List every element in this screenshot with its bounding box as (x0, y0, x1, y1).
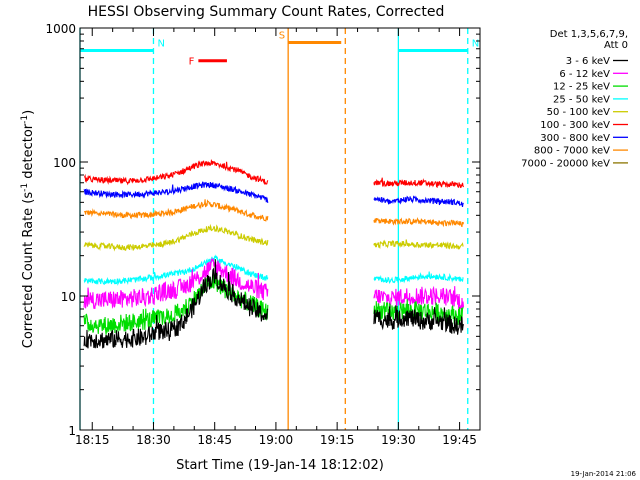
series-line-7-seg-1 (373, 216, 465, 228)
y-tick-label: 100 (53, 156, 76, 170)
y-axis-label: Corrected Count Rate (s-1 detector-1) (20, 110, 36, 348)
legend-entry-label: 300 - 800 keV (540, 133, 610, 144)
x-tick-label: 18:45 (197, 433, 232, 447)
x-tick-label: 19:00 (259, 433, 294, 447)
y-axis-label-sup2: -1 (20, 115, 30, 124)
legend-entry-label: 3 - 6 keV (566, 56, 610, 67)
legend-entry-label: 50 - 100 keV (547, 107, 611, 118)
series-line-1-seg-0 (83, 258, 269, 309)
series-line-4-seg-1 (373, 239, 464, 250)
legend-entry-label: 7000 - 20000 keV (521, 158, 610, 169)
legend-entry-label: 12 - 25 keV (553, 82, 610, 93)
x-tick-label: 18:15 (75, 433, 110, 447)
series-line-3-seg-1 (373, 271, 464, 284)
series-line-6-seg-1 (373, 195, 464, 208)
y-axis-label-sup1: -1 (20, 183, 30, 192)
x-tick-label: 18:30 (136, 433, 171, 447)
annotation-label: N (472, 38, 479, 49)
legend: Det 1,3,5,6,7,9,Att 0 3 - 6 keV 6 - 12 keV… (521, 29, 628, 169)
series-line-0-seg-0 (83, 259, 269, 349)
annotation-label: N (157, 38, 164, 49)
y-tick-label: 1000 (45, 22, 76, 36)
series-line-2-seg-0 (83, 273, 269, 335)
legend-title-line: Att 0 (604, 40, 628, 51)
y-tick-label: 10 (61, 290, 76, 304)
y-axis-label-main: Corrected Count Rate (s (21, 192, 36, 349)
x-tick-label: 19:45 (442, 433, 477, 447)
series-line-3-seg-0 (83, 254, 269, 286)
legend-entry-label: 800 - 7000 keV (534, 146, 610, 157)
legend-entry-label: 6 - 12 keV (559, 69, 610, 80)
timestamp: 19-Jan-2014 21:06 (571, 470, 637, 478)
plot-frame (79, 27, 481, 431)
series-line-6-seg-0 (83, 181, 269, 203)
annotation-layer: N N S F (79, 28, 479, 430)
legend-entry-label: 25 - 50 keV (553, 94, 610, 105)
y-axis-label-mid: detector (21, 123, 36, 183)
series-line-5-seg-0 (84, 158, 269, 186)
x-tick-label: 19:15 (320, 433, 355, 447)
x-tick-label: 19:30 (381, 433, 416, 447)
y-axis-label-end: ) (21, 110, 36, 115)
annotation-label: F (189, 57, 195, 68)
series-line-2-seg-1 (373, 299, 464, 326)
series-line-5-seg-1 (373, 177, 465, 189)
series-line-1-seg-1 (373, 285, 465, 310)
series-layer (83, 158, 465, 349)
series-line-7-seg-0 (83, 199, 269, 222)
series-line-0-seg-1 (373, 305, 465, 335)
legend-title-line: Det 1,3,5,6,7,9, (550, 29, 628, 40)
annotation-label: S (279, 30, 285, 41)
y-tick-label: 1 (68, 424, 76, 438)
series-line-4-seg-0 (83, 223, 269, 252)
chart-title: HESSI Observing Summary Count Rates, Cor… (88, 4, 445, 20)
axes-layer: 18:15 18:30 18:45 19:00 19:15 19:30 19:45 1 10 10… (45, 22, 481, 447)
x-axis-label: Start Time (19-Jan-14 18:12:02) (176, 458, 384, 473)
legend-entry-label: 100 - 300 keV (540, 120, 610, 131)
